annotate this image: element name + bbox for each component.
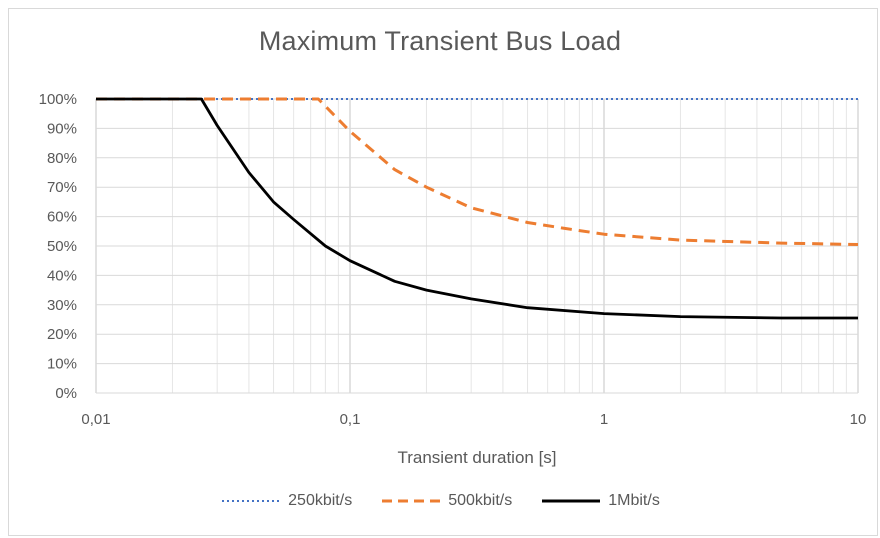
chart-frame [8,8,878,536]
legend-item-250kbit: 250kbit/s [220,492,352,510]
y-tick-label: 40% [47,267,77,284]
series-layer [96,97,859,320]
x-tick-label: 1 [600,411,608,428]
y-tick-label: 80% [47,150,77,167]
legend-label-250kbit: 250kbit/s [288,492,353,509]
y-tick-label: 90% [47,120,77,137]
y-tick-label: 70% [47,179,77,196]
y-tick-label: 0% [55,385,77,402]
legend-swatch-250kbit [222,500,281,502]
series-line-500kbit-s [96,97,859,246]
x-axis-ticks: 0,01 0,1 1 10 [81,411,866,428]
legend-label-500kbit: 500kbit/s [448,492,513,509]
x-tick-label: 0,01 [81,411,110,428]
legend-swatch-500kbit [382,499,441,503]
major-gridlines [95,98,859,394]
legend-label-1mbit: 1Mbit/s [608,492,660,509]
chart-title: Maximum Transient Bus Load [258,26,622,56]
y-tick-label: 60% [47,209,77,226]
y-tick-label: 50% [47,238,77,255]
y-axis-ticks: 0% 10% 20% 30% 40% 50% 60% 70% 80% 90% 100% [39,91,77,402]
y-tick-label: 10% [47,356,77,373]
legend: 250kbit/s 500kbit/s 1Mbit/s [0,492,880,510]
y-tick-label: 100% [39,91,77,108]
x-tick-label: 10 [850,411,867,428]
series-line-1mbit-s [96,97,858,320]
y-tick-label: 20% [47,326,77,343]
y-tick-label: 30% [47,297,77,314]
legend-item-1mbit: 1Mbit/s [540,492,660,510]
x-tick-label: 0,1 [340,411,361,428]
x-axis-label: Transient duration [s] [397,448,557,467]
legend-item-500kbit: 500kbit/s [380,492,512,510]
legend-swatch-1mbit [542,499,601,503]
